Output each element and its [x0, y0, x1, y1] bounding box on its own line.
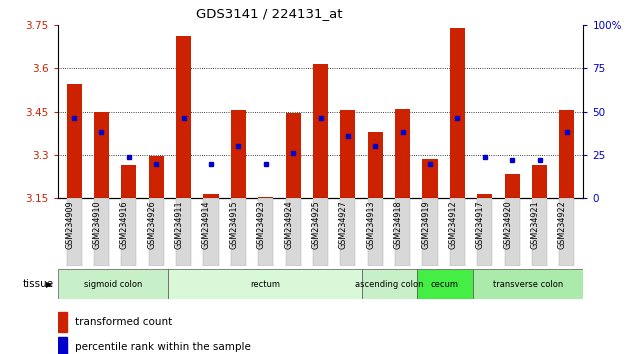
Text: GSM234915: GSM234915	[229, 200, 238, 249]
Text: sigmoid colon: sigmoid colon	[84, 280, 142, 289]
Text: GSM234923: GSM234923	[257, 200, 266, 249]
Text: GSM234912: GSM234912	[449, 200, 458, 249]
Bar	[417, 269, 472, 299]
Bar	[58, 337, 67, 354]
Bar	[58, 312, 67, 332]
Text: cecum: cecum	[431, 280, 459, 289]
Text: ascending colon: ascending colon	[355, 280, 424, 289]
Bar	[504, 198, 520, 266]
Bar	[362, 269, 417, 299]
Bar	[560, 198, 574, 266]
Bar	[395, 109, 410, 198]
Text: GSM234910: GSM234910	[92, 200, 101, 249]
Bar	[231, 110, 246, 198]
Bar	[67, 198, 81, 266]
Bar	[532, 198, 547, 266]
Text: GSM234920: GSM234920	[503, 200, 512, 249]
Bar	[258, 197, 273, 198]
Bar	[58, 269, 169, 299]
Bar	[560, 110, 574, 198]
Bar	[286, 198, 301, 266]
Text: GSM234914: GSM234914	[202, 200, 211, 249]
Bar	[149, 156, 163, 198]
Bar	[422, 198, 438, 266]
Text: GSM234924: GSM234924	[284, 200, 293, 249]
Text: GSM234917: GSM234917	[476, 200, 485, 249]
Text: ▶: ▶	[46, 280, 53, 289]
Text: GSM234925: GSM234925	[312, 200, 320, 249]
Bar	[67, 84, 81, 198]
Bar	[121, 198, 137, 266]
Bar	[450, 28, 465, 198]
Text: tissue: tissue	[22, 279, 54, 289]
Bar	[203, 194, 219, 198]
Bar	[422, 159, 438, 198]
Text: GSM234916: GSM234916	[120, 200, 129, 249]
Text: GSM234911: GSM234911	[174, 200, 183, 249]
Bar	[450, 198, 465, 266]
Bar	[478, 194, 492, 198]
Bar	[368, 198, 383, 266]
Bar	[340, 198, 355, 266]
Bar	[176, 36, 191, 198]
Text: GSM234909: GSM234909	[65, 200, 74, 249]
Bar	[340, 110, 355, 198]
Bar	[532, 165, 547, 198]
Bar	[121, 165, 137, 198]
Text: GSM234913: GSM234913	[366, 200, 375, 249]
Bar	[472, 269, 583, 299]
Text: GDS3141 / 224131_at: GDS3141 / 224131_at	[196, 7, 342, 20]
Text: GSM234927: GSM234927	[339, 200, 348, 249]
Text: GSM234918: GSM234918	[394, 200, 403, 249]
Text: GSM234926: GSM234926	[147, 200, 156, 249]
Text: transverse colon: transverse colon	[493, 280, 563, 289]
Bar	[368, 132, 383, 198]
Bar	[149, 198, 163, 266]
Text: percentile rank within the sample: percentile rank within the sample	[75, 342, 251, 352]
Bar	[94, 198, 109, 266]
Text: GSM234922: GSM234922	[558, 200, 567, 249]
Bar	[395, 198, 410, 266]
Text: transformed count: transformed count	[75, 316, 172, 326]
Bar	[203, 198, 219, 266]
Bar	[478, 198, 492, 266]
Bar	[313, 198, 328, 266]
Bar	[231, 198, 246, 266]
Bar	[504, 174, 520, 198]
Bar	[176, 198, 191, 266]
Text: GSM234919: GSM234919	[421, 200, 430, 249]
Bar	[313, 64, 328, 198]
Bar	[169, 269, 362, 299]
Bar	[94, 112, 109, 198]
Bar	[258, 198, 273, 266]
Bar	[286, 113, 301, 198]
Text: GSM234921: GSM234921	[531, 200, 540, 249]
Text: rectum: rectum	[250, 280, 280, 289]
